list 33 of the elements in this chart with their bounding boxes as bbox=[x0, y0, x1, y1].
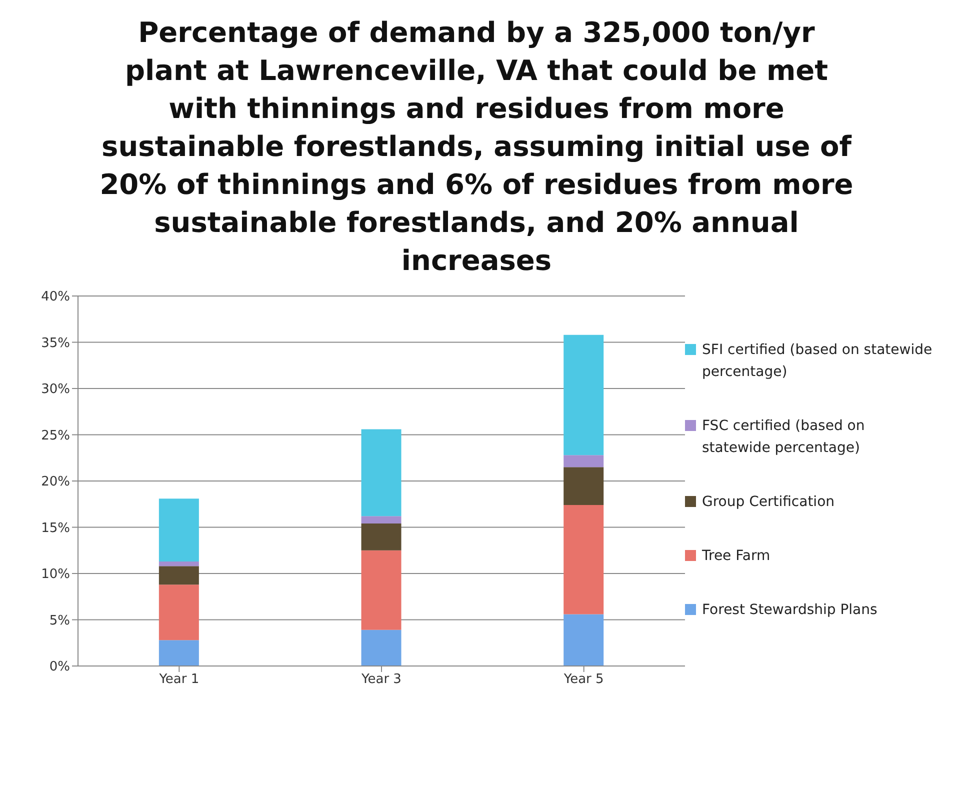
bar bbox=[564, 334, 604, 456]
y-tick-label: 10% bbox=[41, 567, 70, 582]
chart-title: Percentage of demand by a 325,000 ton/yr plant at Lawrenceville, VA that could be met with thinnings and residues from more sustainable forestlands, assuming initial use of 20% of thinnings and 6% of residues from more sustainable forestlands, and 20% annual increases bbox=[98, 15, 854, 279]
bar bbox=[361, 524, 402, 550]
bar bbox=[564, 505, 604, 614]
x-tick-label: Year 1 bbox=[158, 672, 200, 688]
x-tick-label: Year 5 bbox=[562, 672, 604, 688]
legend-label: Tree Farm bbox=[702, 547, 770, 566]
bar bbox=[158, 498, 199, 562]
bar bbox=[564, 455, 604, 468]
bar bbox=[158, 561, 199, 566]
bar bbox=[361, 550, 402, 630]
bar bbox=[361, 516, 402, 524]
y-tick-label: 30% bbox=[41, 382, 70, 398]
y-tick-label: 5% bbox=[49, 613, 70, 628]
legend-label: Forest Stewardship Plans bbox=[702, 601, 878, 620]
y-tick-label: 15% bbox=[41, 520, 70, 536]
x-tick-label: Year 3 bbox=[360, 672, 402, 688]
bar bbox=[158, 566, 199, 585]
bar bbox=[564, 467, 604, 506]
legend-label: FSC certified (based on statewide percentage) bbox=[702, 417, 866, 458]
y-tick-label: 20% bbox=[41, 474, 70, 490]
bar bbox=[158, 584, 199, 640]
y-tick-label: 35% bbox=[41, 336, 70, 351]
bar bbox=[361, 630, 402, 666]
y-tick-label: 25% bbox=[41, 428, 70, 444]
bar bbox=[564, 614, 604, 666]
legend-label: SFI certified (based on statewide percentage) bbox=[702, 341, 934, 382]
legend-label: Group Certification bbox=[702, 493, 835, 512]
bar bbox=[158, 640, 199, 666]
y-tick-label: 0% bbox=[49, 660, 70, 675]
y-tick-label: 40% bbox=[41, 290, 70, 305]
bar bbox=[361, 429, 402, 516]
